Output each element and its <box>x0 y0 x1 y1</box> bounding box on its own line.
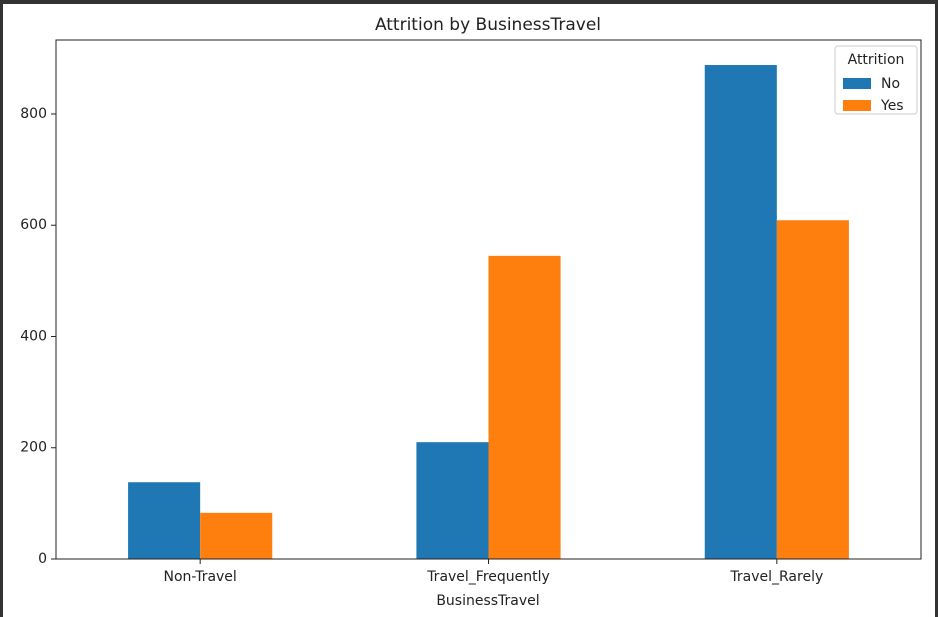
legend-swatch <box>843 100 871 111</box>
bar <box>776 220 849 559</box>
legend-label: Yes <box>880 98 904 114</box>
bar <box>416 442 489 559</box>
bar <box>704 65 777 559</box>
y-tick-label: 800 <box>20 106 47 122</box>
bar <box>128 482 201 559</box>
legend-title: Attrition <box>848 52 905 68</box>
x-tick-label: Travel_Frequently <box>426 569 550 585</box>
bar <box>488 255 561 559</box>
y-tick-label: 600 <box>20 217 47 233</box>
frame-left <box>0 0 3 617</box>
x-tick-label: Non-Travel <box>164 569 237 585</box>
x-tick-label: Travel_Rarely <box>729 569 823 585</box>
x-axis-label: BusinessTravel <box>436 593 539 609</box>
plot-frame <box>55 39 922 560</box>
frame-right <box>935 0 938 617</box>
bar <box>200 512 273 559</box>
legend-box <box>834 45 918 115</box>
chart-title: Attrition by BusinessTravel <box>375 15 601 35</box>
legend-swatch <box>843 78 871 89</box>
legend-label: No <box>881 76 900 92</box>
y-tick-label: 200 <box>20 440 47 456</box>
frame-top <box>0 0 938 4</box>
y-tick-label: 0 <box>38 551 47 567</box>
y-tick-label: 400 <box>20 328 47 344</box>
